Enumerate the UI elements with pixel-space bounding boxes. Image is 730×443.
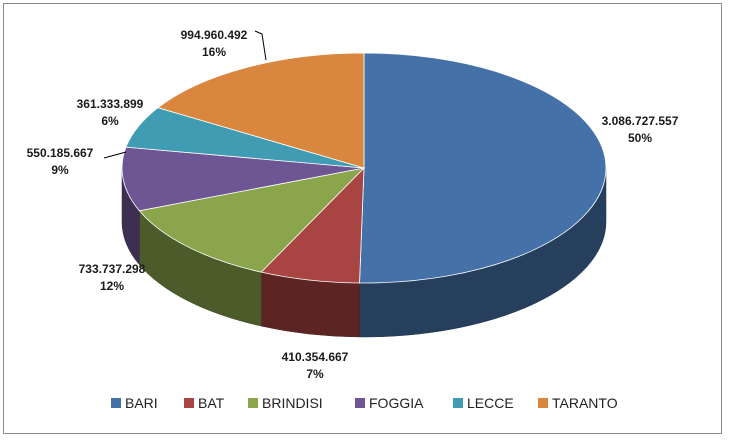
legend-item-foggia: FOGGIA xyxy=(355,395,424,411)
data-label-value-bat: 410.354.667 xyxy=(282,350,349,364)
legend-swatch-taranto xyxy=(538,398,548,408)
data-label-percent-lecce: 6% xyxy=(101,114,119,128)
legend-label-lecce: LECCE xyxy=(467,395,514,411)
legend-label-foggia: FOGGIA xyxy=(369,395,424,411)
data-label-percent-brindisi: 12% xyxy=(100,279,124,293)
legend-swatch-bat xyxy=(184,398,194,408)
data-label-percent-bari: 50% xyxy=(628,131,652,145)
data-label-percent-taranto: 16% xyxy=(202,45,226,59)
pie-top-layer xyxy=(121,52,607,284)
legend-item-brindisi: BRINDISI xyxy=(248,395,323,411)
legend-label-bari: BARI xyxy=(125,395,158,411)
legend-label-brindisi: BRINDISI xyxy=(262,395,323,411)
data-label-value-foggia: 550.185.667 xyxy=(27,146,94,160)
legend-swatch-foggia xyxy=(355,398,365,408)
data-label-value-lecce: 361.333.899 xyxy=(77,97,144,111)
pie-slice-bari xyxy=(359,52,607,284)
legend-swatch-bari xyxy=(111,398,121,408)
leader-line-foggia xyxy=(103,151,127,159)
legend-item-lecce: LECCE xyxy=(453,395,514,411)
legend-item-bari: BARI xyxy=(111,395,158,411)
data-labels: 3.086.727.557 50% 410.354.667 7% 733.737.298… xyxy=(27,28,679,381)
pie-slice-taranto xyxy=(157,52,365,169)
legend-swatch-lecce xyxy=(453,398,463,408)
data-label-percent-bat: 7% xyxy=(306,367,324,381)
legend-swatch-brindisi xyxy=(248,398,258,408)
legend-item-bat: BAT xyxy=(184,395,225,411)
legend-label-taranto: TARANTO xyxy=(552,395,618,411)
data-label-value-brindisi: 733.737.298 xyxy=(79,262,146,276)
data-label-value-taranto: 994.960.492 xyxy=(181,28,248,42)
pie-slice-brindisi xyxy=(138,167,366,273)
legend: BARI BAT BRINDISI FOGGIA LECCE TARANTO xyxy=(111,395,618,411)
legend-label-bat: BAT xyxy=(198,395,225,411)
leader-line-taranto xyxy=(254,30,267,61)
data-label-value-bari: 3.086.727.557 xyxy=(602,114,679,128)
legend-item-taranto: TARANTO xyxy=(538,395,618,411)
data-label-percent-foggia: 9% xyxy=(51,163,69,177)
